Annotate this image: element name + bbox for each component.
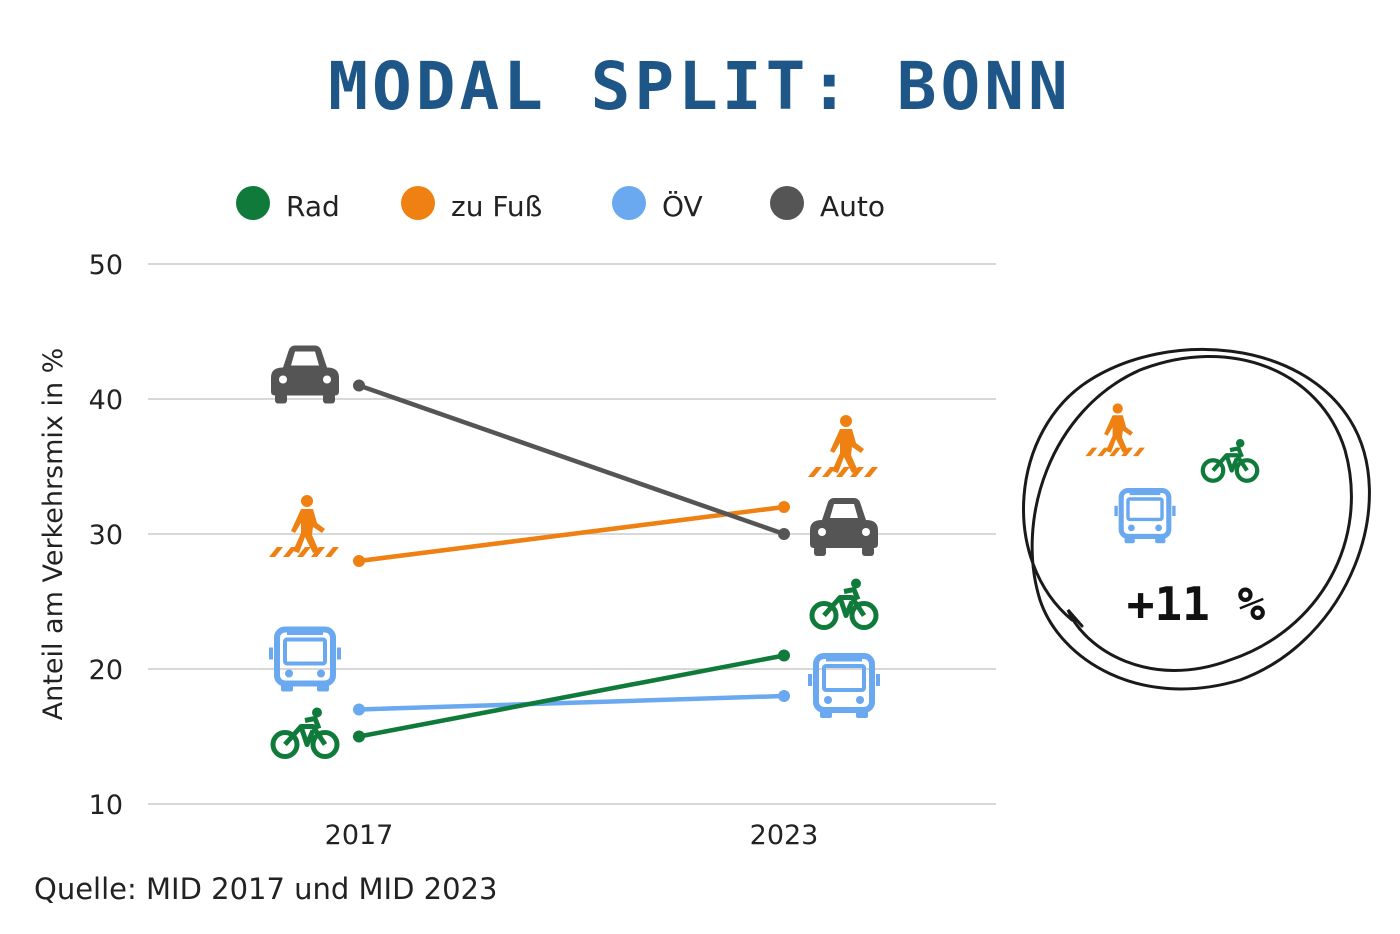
- y-tick-label: 40: [89, 385, 123, 416]
- legend-label: zu Fuß: [451, 190, 542, 223]
- data-point: [353, 730, 365, 743]
- legend-marker: [612, 186, 646, 220]
- hand-drawn-circle: [1022, 347, 1371, 691]
- series-line: [356, 383, 787, 537]
- bus-icon: [810, 656, 878, 718]
- pedestrian-icon: [269, 495, 339, 557]
- pedestrian-icon: [1085, 403, 1145, 457]
- annotation-text: +11 %: [1127, 577, 1266, 631]
- data-point: [353, 555, 365, 567]
- y-tick-label: 50: [89, 250, 123, 281]
- legend-label: ÖV: [662, 189, 703, 223]
- y-axis-label: Anteil am Verkehrsmix in %: [38, 348, 69, 721]
- y-tick-label: 10: [89, 790, 123, 821]
- y-tick-label: 30: [89, 520, 123, 551]
- series-line: [356, 504, 787, 564]
- y-tick-label: 20: [89, 655, 123, 686]
- data-point: [778, 501, 790, 513]
- data-point: [778, 649, 790, 662]
- data-point: [353, 703, 365, 716]
- source-note: Quelle: MID 2017 und MID 2023: [34, 872, 498, 906]
- legend-marker: [236, 186, 270, 220]
- data-point: [778, 690, 790, 702]
- bicycle-icon: [1203, 439, 1257, 481]
- x-tick-label: 2023: [750, 820, 819, 851]
- bus-icon: [1116, 491, 1174, 544]
- bus-icon: [271, 630, 339, 692]
- series-line: [356, 693, 787, 712]
- legend-marker: [401, 186, 435, 220]
- x-tick-label: 2017: [325, 820, 394, 851]
- annotation-circle: +11 %: [1022, 347, 1371, 691]
- bicycle-icon: [812, 579, 876, 628]
- bicycle-icon: [273, 708, 337, 757]
- legend-marker: [770, 186, 804, 220]
- legend-label: Auto: [820, 190, 885, 223]
- legend-label: Rad: [286, 190, 340, 223]
- data-point: [353, 379, 365, 392]
- y-tick-labels: 10 20 30 40 50: [89, 250, 123, 821]
- series-line: [356, 653, 787, 739]
- data-point: [778, 528, 790, 540]
- x-tick-labels: 2017 2023: [325, 820, 819, 851]
- car-icon: [810, 498, 878, 556]
- pedestrian-icon: [808, 415, 878, 477]
- chart-legend: Rad zu Fuß ÖV Auto: [236, 186, 885, 223]
- chart-title: MODAL SPLIT: BONN: [328, 48, 1072, 125]
- car-icon: [271, 345, 339, 404]
- series-lines: [353, 379, 790, 743]
